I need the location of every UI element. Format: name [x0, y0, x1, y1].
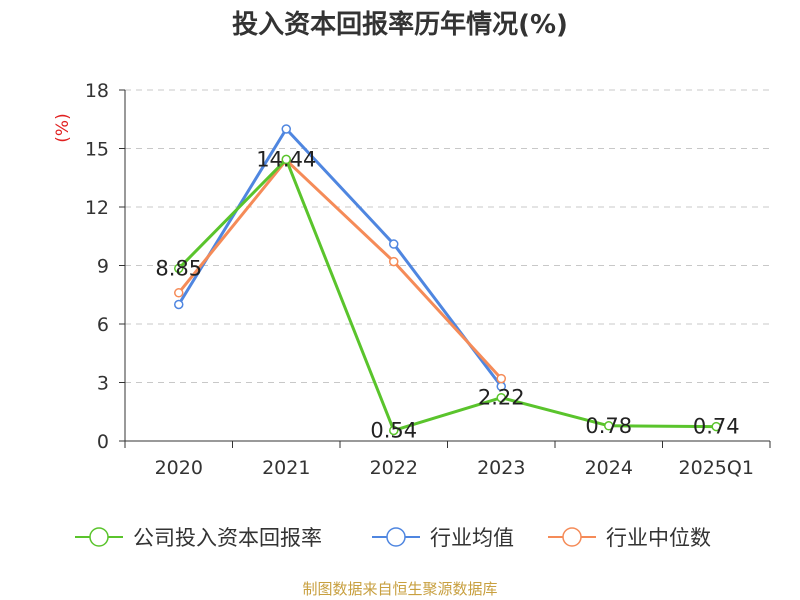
legend-label: 公司投入资本回报率 [133, 526, 322, 550]
x-tick-labels: 2020 2021 2022 2023 2024 2025Q1 [155, 457, 754, 479]
data-point [496, 373, 506, 384]
y-tick-label: 15 [85, 139, 109, 161]
data-point [389, 256, 399, 267]
data-label: 0.78 [585, 414, 632, 438]
y-tick-label: 3 [97, 373, 109, 395]
data-point [389, 239, 399, 249]
y-tick-label: 12 [85, 197, 109, 219]
data-label: 0.74 [693, 415, 740, 439]
data-point [604, 421, 614, 431]
data-point [281, 154, 291, 165]
x-tick-label: 2024 [585, 457, 633, 479]
series-line [177, 158, 503, 380]
x-tick-label: 2023 [477, 457, 525, 479]
x-tick-label: 2025Q1 [679, 457, 754, 479]
legend-label: 行业均值 [430, 526, 514, 550]
legend-marker [562, 527, 582, 547]
legend: 公司投入资本回报率 行业均值 行业中位数 [75, 526, 711, 550]
y-tick-label: 9 [97, 256, 109, 278]
x-tick-label: 2020 [155, 457, 203, 479]
legend-label: 行业中位数 [606, 526, 711, 550]
axes [124, 90, 770, 442]
chart-title: 投入资本回报率历年情况(%) [232, 10, 568, 40]
data-label: 2.22 [478, 386, 525, 410]
data-label: 8.85 [155, 256, 202, 280]
data-point [174, 299, 184, 310]
y-axis-label: (%) [53, 113, 73, 142]
grid-lines [119, 89, 771, 448]
series-lines [174, 124, 721, 436]
x-tick-label: 2022 [370, 457, 418, 479]
data-label: 14.44 [256, 147, 316, 171]
data-label: 0.54 [370, 418, 417, 442]
data-point [174, 263, 184, 274]
legend-marker [386, 527, 406, 547]
series-line [177, 157, 717, 432]
data-point [496, 392, 506, 403]
source-note: 制图数据来自恒生聚源数据库 [302, 580, 498, 598]
x-tick-label: 2021 [262, 457, 310, 479]
y-tick-label: 18 [85, 80, 109, 102]
y-tick-labels: 0 3 6 9 12 15 18 [85, 80, 109, 453]
data-point [711, 421, 721, 432]
y-tick-label: 6 [97, 314, 109, 336]
data-labels: 8.85 14.44 0.54 2.22 0.78 0.74 [155, 147, 739, 442]
data-point [389, 425, 399, 436]
data-point [174, 288, 184, 298]
series-line [177, 127, 503, 388]
y-tick-label: 0 [97, 431, 109, 453]
legend-marker [89, 527, 109, 547]
data-point [281, 124, 291, 134]
